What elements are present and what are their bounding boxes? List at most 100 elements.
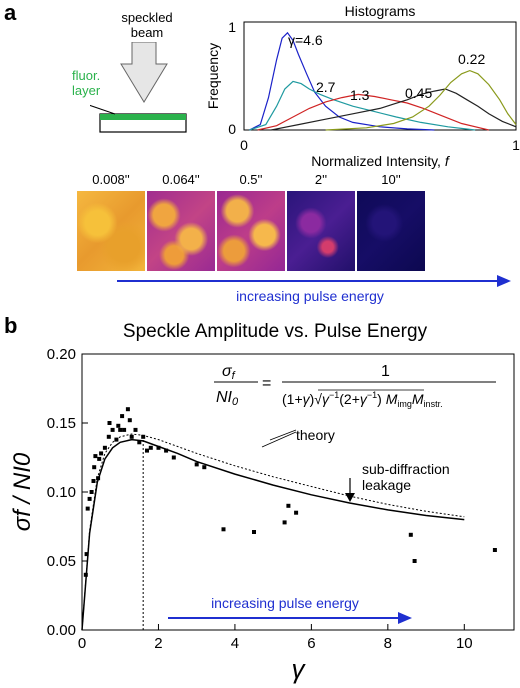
histogram-series-5 <box>325 69 517 131</box>
tile-label-4: 2'' <box>314 172 328 187</box>
histogram-series-1 <box>249 31 435 131</box>
speckle-image-1 <box>77 191 145 271</box>
hist-label-2.7: 2.7 <box>316 79 336 95</box>
speckled-beam-label: speckled beam <box>102 10 192 40</box>
histogram-series-3 <box>257 93 489 131</box>
fluor-layer-label-line2: layer <box>72 83 101 98</box>
formula-lhs-den: NI0 <box>216 389 239 408</box>
data-point-5 <box>89 490 94 494</box>
data-point-34 <box>221 527 226 532</box>
data-point-6 <box>91 479 96 483</box>
main-axis-ticks: 0.00 0.05 0.10 0.15 0.20 0 2 4 6 8 10 <box>47 346 473 652</box>
speckle-image-2 <box>147 191 215 271</box>
main-ytick-label-1: 0.05 <box>47 553 76 570</box>
main-ytick-label-4: 0.20 <box>47 346 76 363</box>
main-xlabel: γ <box>292 654 307 684</box>
data-point-27 <box>145 448 149 453</box>
tile-label-2: 0.064'' <box>162 172 200 187</box>
main-xtick-label-3: 6 <box>307 635 315 652</box>
data-point-29 <box>156 445 161 450</box>
histogram-xtick-1: 1 <box>512 137 520 153</box>
data-point-2 <box>84 552 89 557</box>
main-ylabel-text: σf / NI0 <box>9 452 36 531</box>
formula-lhs-num: σf <box>222 363 236 382</box>
main-ytick-label-3: 0.15 <box>47 415 76 432</box>
beam-arrow-icon <box>120 42 168 103</box>
data-point-13 <box>106 434 111 439</box>
speckled-beam-label-line2: beam <box>130 25 164 40</box>
data-point-18 <box>118 427 123 432</box>
data-point-37 <box>286 503 291 508</box>
speckle-image-5 <box>357 191 425 271</box>
data-point-9 <box>96 476 101 481</box>
speckled-beam-label-line1: speckled <box>121 10 173 25</box>
data-point-4 <box>87 496 92 501</box>
data-point-24 <box>133 427 138 432</box>
arrow-head-a-icon <box>497 275 511 287</box>
data-point-22 <box>127 418 132 423</box>
theory-label: theory <box>296 427 335 443</box>
fluorescent-layer <box>100 114 186 120</box>
data-point-41 <box>492 548 497 552</box>
histogram-series-4 <box>271 88 517 131</box>
data-point-40 <box>412 559 417 563</box>
theory-pointer-lower <box>261 431 297 448</box>
main-xtick-label-4: 8 <box>384 635 392 652</box>
speckle-amplitude-chart: Speckle Amplitude vs. Pulse Energy 0.000… <box>9 321 515 684</box>
data-point-39 <box>408 532 413 537</box>
fluor-layer-label-line1: fluor. <box>72 68 101 83</box>
histogram-xlabel-f: f <box>445 153 451 169</box>
theory-pointer-upper <box>269 429 297 441</box>
data-point-32 <box>194 462 199 467</box>
data-point-33 <box>202 465 207 470</box>
data-point-16 <box>114 437 119 442</box>
layer-pointer-line <box>90 104 116 115</box>
histogram-series-group <box>249 31 517 131</box>
histogram-xlabel-text: Normalized Intensity, <box>311 153 445 169</box>
pulse-energy-arrow-a <box>117 275 511 287</box>
hist-label-gamma-4.6: γ=4.6 <box>288 32 323 48</box>
data-point-36 <box>282 520 287 525</box>
histogram-series-2 <box>249 80 476 131</box>
histogram-chart: Histograms Frequency 1 0 0 1 Normalized … <box>205 3 520 169</box>
main-xtick-label-5: 10 <box>456 635 473 652</box>
data-point-20 <box>122 427 127 432</box>
histogram-plot-frame <box>243 21 517 131</box>
formula-rhs-den: (1+γ)√γ−1(2+γ−1) MimgMinstr. <box>282 390 443 409</box>
fluor-layer-label: fluor. layer <box>72 68 100 98</box>
histogram-title: Histograms <box>345 3 416 19</box>
panel-b-label: b <box>4 313 18 338</box>
data-point-31 <box>171 455 176 460</box>
data-point-11 <box>99 451 104 456</box>
data-point-21 <box>125 407 130 412</box>
formula-equals: = <box>262 375 271 392</box>
main-ylabel: σf / NI0 <box>9 452 36 531</box>
panel-a-label: a <box>4 0 17 25</box>
data-point-38 <box>294 510 299 515</box>
data-point-12 <box>102 445 107 450</box>
histogram-ytick-0: 0 <box>228 121 236 137</box>
histogram-xlabel: Normalized Intensity, f <box>311 153 451 169</box>
data-point-25 <box>137 440 142 445</box>
histogram-xtick-0: 0 <box>240 137 248 153</box>
pulse-energy-label-b: increasing pulse energy <box>211 595 359 611</box>
tile-label-1: 0.008'' <box>92 172 130 187</box>
main-ytick-label-2: 0.10 <box>47 484 76 501</box>
data-point-26 <box>141 434 146 439</box>
data-point-17 <box>116 423 121 428</box>
data-point-15 <box>110 427 115 432</box>
tile-label-3: 0.5'' <box>239 172 263 187</box>
data-point-1 <box>83 572 88 577</box>
speckle-image-4 <box>287 191 355 271</box>
main-ytick-label-0: 0.00 <box>47 622 76 639</box>
histogram-ylabel: Frequency <box>205 43 221 109</box>
main-xtick-label-0: 0 <box>78 635 86 652</box>
hist-label-0.22: 0.22 <box>458 51 485 67</box>
pulse-energy-label-a: increasing pulse energy <box>236 288 384 304</box>
data-point-7 <box>92 465 97 470</box>
data-point-19 <box>120 414 125 419</box>
main-chart-title: Speckle Amplitude vs. Pulse Energy <box>123 321 428 342</box>
data-point-23 <box>129 434 134 439</box>
data-point-28 <box>148 445 153 450</box>
main-xtick-label-1: 2 <box>154 635 162 652</box>
